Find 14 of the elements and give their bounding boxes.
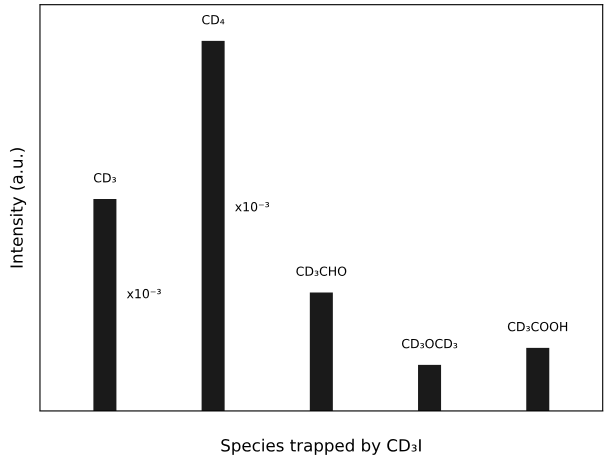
bar (526, 348, 550, 411)
x-tick-label: CD₃COOH (508, 322, 568, 332)
x-tick-label: CD₃ (94, 173, 116, 182)
bar (202, 40, 225, 411)
annotation: x10⁻³ (126, 288, 161, 298)
bar (418, 364, 442, 411)
bar (93, 198, 116, 411)
y-axis-title: Intensity (a.u.) (10, 148, 26, 268)
bar (310, 292, 333, 411)
annotation: x10⁻³ (235, 202, 270, 212)
x-tick-label: CD₃OCD₃ (402, 338, 458, 348)
x-axis-title: Species trapped by CD₃I (221, 438, 421, 455)
x-tick-label: CD₄ (202, 14, 224, 24)
x-tick-label: CD₃CHO (296, 266, 346, 276)
